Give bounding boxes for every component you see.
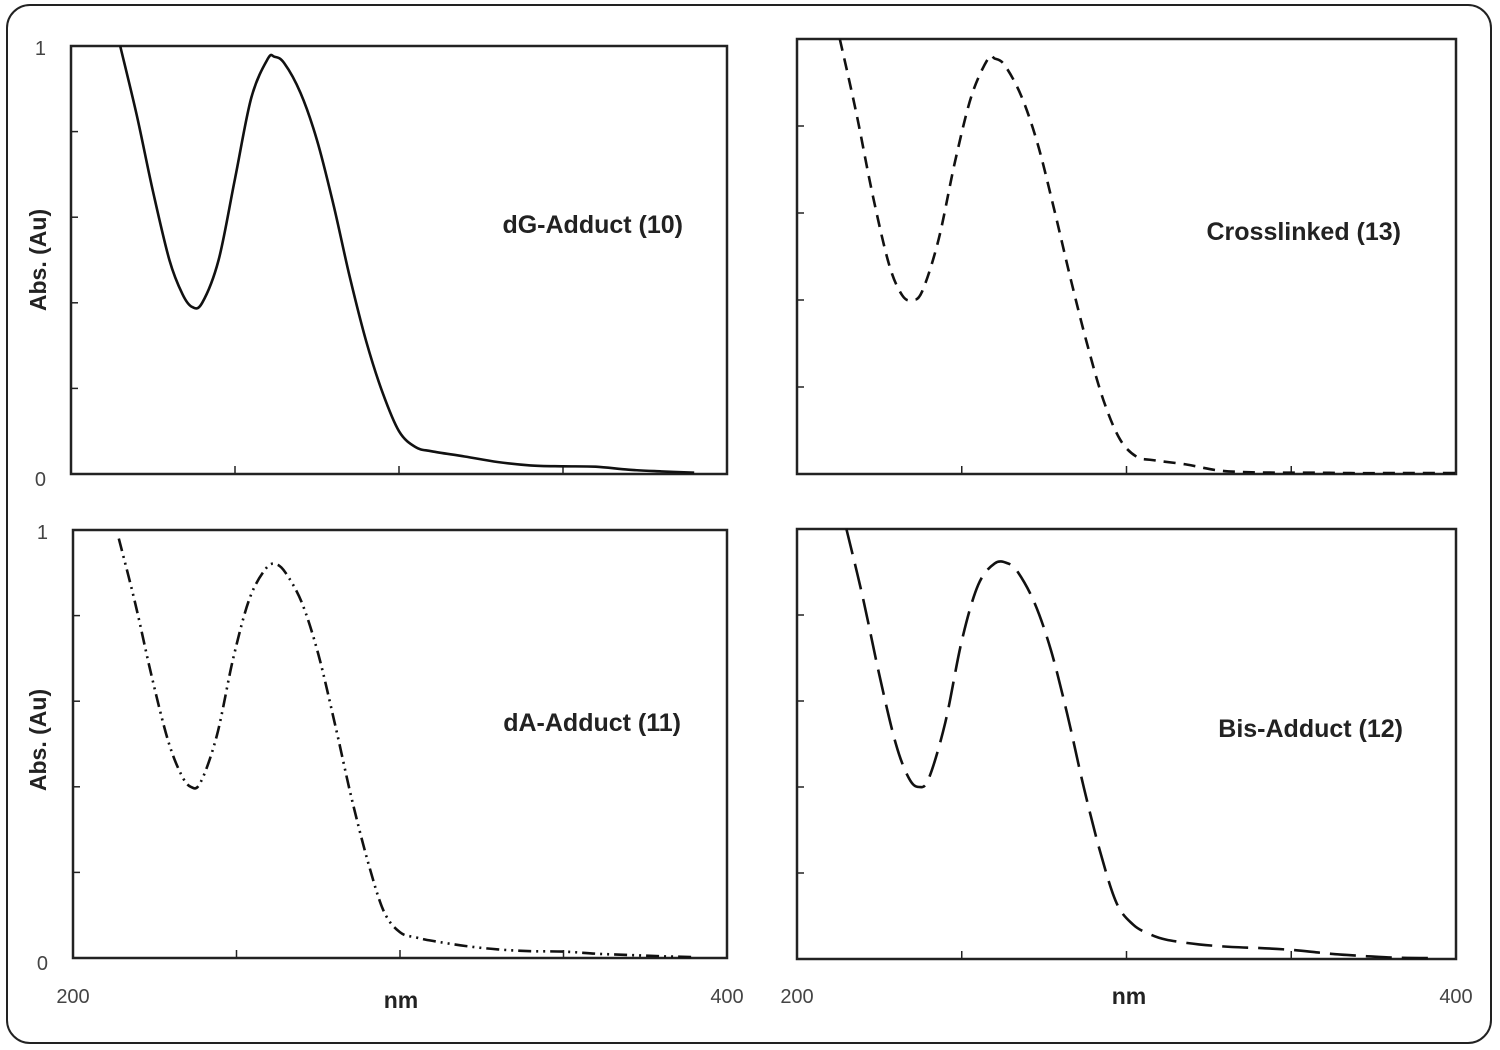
panel-crosslinked: Crosslinked (13) (795, 37, 1458, 476)
y-axis-label-bottom-left: Abs. (Au) (25, 689, 51, 791)
x-tick-label: 200 (56, 986, 89, 1008)
panel-label-crosslinked: Crosslinked (13) (1206, 218, 1401, 246)
spectrum-line (117, 538, 695, 959)
plot-frame (71, 528, 729, 960)
figure-frame (6, 4, 1492, 1044)
x-tick-label: 400 (1439, 986, 1472, 1008)
x-tick-label: 400 (710, 986, 743, 1008)
x-tick-label: 200 (780, 986, 813, 1008)
panel-dA-adduct: dA-Adduct (11) Abs. (Au) nm 0 1 200 400 (25, 522, 744, 1013)
panel-dG-adduct: dG-Adduct (10) Abs. (Au) 0 1 (25, 38, 729, 491)
panel-label-dG-adduct: dG-Adduct (10) (502, 211, 683, 239)
panel-label-bis-adduct: Bis-Adduct (12) (1218, 715, 1403, 743)
spectrum-line (845, 528, 1430, 960)
plot-frame (795, 37, 1458, 476)
y-tick-label: 1 (35, 38, 46, 60)
x-axis-title-left: nm (384, 987, 419, 1013)
y-tick-label: 1 (37, 522, 48, 544)
spectrum-line (838, 38, 1456, 475)
spectrum-line (118, 45, 695, 474)
x-axis-title-right: nm (1112, 983, 1147, 1009)
y-tick-label: 0 (35, 469, 46, 491)
y-axis-label-top-left: Abs. (Au) (25, 209, 51, 311)
y-tick-label: 0 (37, 953, 48, 975)
panel-bis-adduct: Bis-Adduct (12) nm 200 400 (780, 527, 1473, 1009)
panel-label-dA-adduct: dA-Adduct (11) (503, 709, 681, 737)
